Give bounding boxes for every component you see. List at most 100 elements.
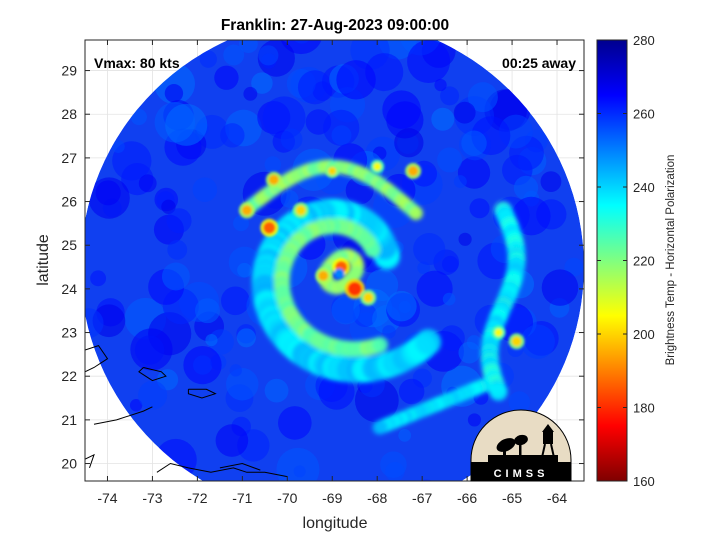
texture-blob [431, 107, 455, 131]
texture-blob [264, 156, 282, 173]
convective-cores [238, 159, 525, 350]
colorbar-tick-label: 280 [633, 33, 655, 48]
texture-blob [237, 262, 252, 278]
texture-blob [318, 373, 355, 410]
chart-title: Franklin: 27-Aug-2023 09:00:00 [221, 17, 449, 34]
rainbands [244, 159, 526, 435]
convective-core [241, 205, 252, 216]
texture-blob [382, 90, 421, 129]
texture-blob [336, 60, 376, 100]
texture-blob [195, 298, 220, 324]
vmax-annotation: Vmax: 80 kts [94, 55, 180, 71]
texture-blob [280, 189, 299, 208]
texture-blob [239, 40, 258, 54]
convective-core [263, 221, 276, 234]
x-tick-label: -74 [97, 490, 117, 506]
convective-core [363, 292, 374, 303]
texture-blob [437, 147, 463, 173]
x-tick-label: -66 [457, 490, 477, 506]
convective-core [318, 270, 329, 281]
texture-blob [278, 406, 312, 440]
y-tick-label: 22 [61, 368, 77, 384]
texture-blob [540, 171, 562, 193]
texture-blob [280, 128, 303, 151]
cimss-logo-text: CIMSS [494, 468, 549, 480]
x-tick-label: -71 [232, 490, 252, 506]
texture-blob [413, 232, 446, 266]
texture-blob [394, 128, 424, 158]
texture-blob [205, 334, 218, 347]
convective-core [494, 328, 503, 337]
texture-blob [461, 130, 487, 156]
coastline [156, 462, 288, 478]
texture-blob [223, 44, 245, 66]
feeder-band-east [489, 382, 508, 401]
coastline [219, 462, 261, 471]
colorbar-tick-label: 240 [633, 180, 655, 195]
texture-blob [520, 324, 555, 359]
texture-blob [138, 174, 157, 193]
texture-blob [167, 239, 188, 260]
cimss-logo: CIMSS [470, 409, 572, 482]
y-tick-label: 23 [61, 325, 77, 341]
texture-blob [440, 86, 460, 106]
texture-blob [138, 380, 168, 410]
texture-blob [469, 198, 490, 219]
texture-blob [214, 65, 239, 90]
convective-core [408, 165, 419, 176]
texture-blob [458, 341, 481, 364]
texture-blob [279, 40, 323, 55]
texture-blob [297, 70, 333, 105]
texture-blob [467, 82, 498, 113]
convective-core [373, 162, 382, 171]
coastline [93, 406, 153, 425]
feeder-band-south [372, 420, 387, 435]
y-tick-label: 29 [61, 63, 77, 79]
texture-blob [111, 140, 125, 154]
texture-blob [215, 424, 249, 457]
y-tick-label: 25 [61, 237, 77, 253]
convective-core [268, 174, 279, 185]
texture-blob [199, 50, 217, 68]
colorbar-tick-label: 160 [633, 474, 655, 489]
texture-blob [453, 175, 467, 189]
x-tick-label: -64 [547, 490, 567, 506]
time-offset-annotation: 00:25 away [502, 55, 576, 71]
texture-blob [323, 109, 360, 146]
x-axis-label: longitude [303, 515, 368, 532]
texture-blob [458, 232, 472, 246]
texture-blob [228, 246, 261, 278]
texture-blob [243, 86, 258, 101]
coastlines [85, 345, 288, 478]
rainband-outer [415, 329, 442, 356]
storm-eye [334, 268, 345, 279]
y-tick-label: 27 [61, 150, 77, 166]
texture-blob [453, 101, 476, 124]
texture-blob [183, 345, 222, 385]
convective-core [347, 281, 362, 296]
convective-core [295, 205, 306, 216]
colorbar-tick-label: 260 [633, 107, 655, 122]
y-tick-label: 24 [61, 281, 77, 297]
x-tick-label: -69 [322, 490, 342, 506]
texture-blob [262, 96, 306, 140]
convective-core [328, 166, 337, 175]
y-tick-label: 26 [61, 194, 77, 210]
x-tick-label: -67 [412, 490, 432, 506]
texture-blob [229, 364, 242, 377]
x-tick-label: -68 [367, 490, 387, 506]
texture-blob [276, 447, 320, 481]
texture-blob [442, 292, 456, 306]
colorbar-tick-label: 180 [633, 401, 655, 416]
texture-blob [467, 413, 482, 427]
x-tick-label: -73 [142, 490, 162, 506]
texture-blob [90, 270, 107, 287]
texture-blob [85, 308, 104, 338]
colorbar-tick-label: 220 [633, 254, 655, 269]
texture-blob [166, 208, 192, 234]
convective-core [511, 336, 522, 347]
x-tick-label: -70 [277, 490, 297, 506]
rainband-north [409, 206, 424, 221]
